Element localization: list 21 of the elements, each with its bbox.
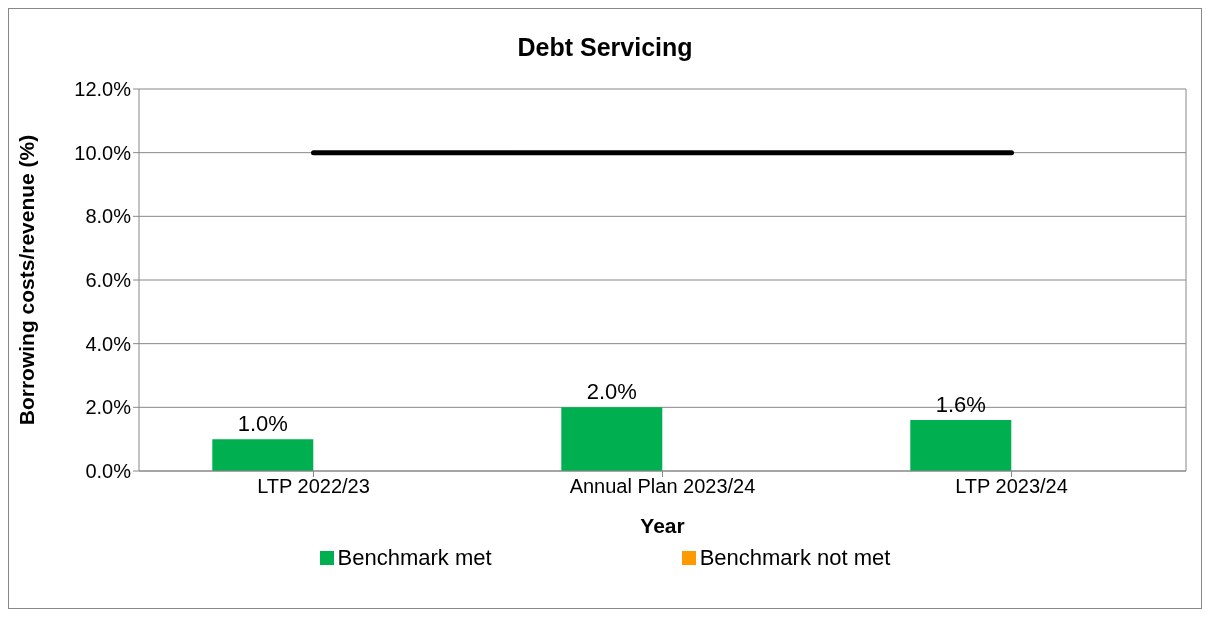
bar bbox=[910, 420, 1012, 471]
data-label: 2.0% bbox=[586, 379, 637, 405]
x-tick-label: LTP 2023/24 bbox=[955, 475, 1068, 498]
y-tick-label: 10.0% bbox=[74, 141, 132, 164]
y-tick-label: 2.0% bbox=[85, 396, 132, 419]
data-label: 1.6% bbox=[935, 392, 986, 418]
bar bbox=[212, 439, 314, 471]
y-tick-label: 6.0% bbox=[85, 269, 132, 292]
data-label: 1.0% bbox=[237, 411, 288, 437]
y-tick-label: 8.0% bbox=[85, 205, 132, 228]
legend-label: Benchmark met bbox=[337, 545, 492, 571]
chart-title: Debt Servicing bbox=[516, 33, 694, 63]
y-tick-label: 12.0% bbox=[74, 78, 132, 101]
x-tick-label: Annual Plan 2023/24 bbox=[569, 475, 756, 498]
y-axis-title: Borrowing costs/revenue (%) bbox=[15, 134, 39, 426]
legend-label: Benchmark not met bbox=[699, 545, 891, 571]
y-tick-label: 0.0% bbox=[85, 460, 132, 483]
y-tick-label: 4.0% bbox=[85, 332, 132, 355]
x-tick-label: LTP 2022/23 bbox=[257, 475, 370, 498]
x-axis-title: Year bbox=[640, 514, 685, 537]
bar bbox=[561, 407, 663, 471]
